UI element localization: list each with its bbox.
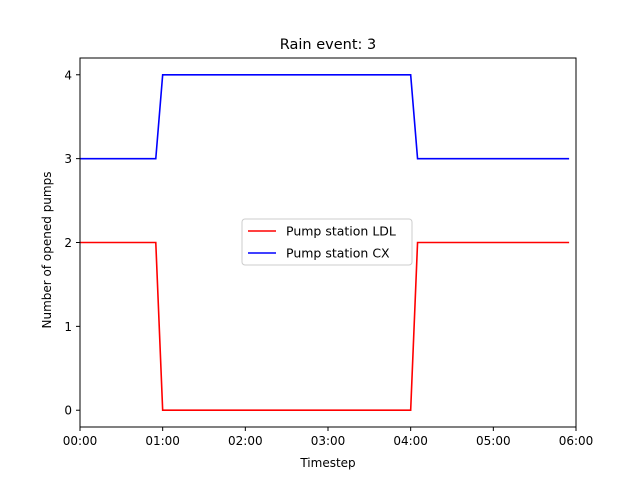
- x-tick-label: 02:00: [228, 434, 263, 448]
- x-axis-label: Timestep: [299, 456, 355, 470]
- y-tick-label: 2: [64, 236, 72, 250]
- y-axis: 0 1 2 3 4: [64, 68, 80, 418]
- y-tick-label: 0: [64, 404, 72, 418]
- y-tick-label: 1: [64, 320, 72, 334]
- x-tick-label: 01:00: [145, 434, 180, 448]
- legend-label-cx: Pump station CX: [286, 246, 390, 261]
- x-tick-label: 03:00: [311, 434, 346, 448]
- series-line-1: [80, 73, 570, 160]
- x-tick-label: 04:00: [393, 434, 428, 448]
- x-tick-label: 05:00: [476, 434, 511, 448]
- series-layer: [80, 73, 570, 412]
- legend-label-ldl: Pump station LDL: [286, 224, 396, 239]
- legend: Pump station LDL Pump station CX: [241, 218, 413, 266]
- series-line-0: [80, 241, 570, 412]
- x-tick-label: 06:00: [559, 434, 594, 448]
- x-tick-label: 00:00: [63, 434, 98, 448]
- legend-box: [241, 218, 413, 266]
- y-tick-label: 3: [64, 152, 72, 166]
- y-axis-label: Number of opened pumps: [40, 172, 54, 329]
- chart-title: Rain event: 3: [280, 37, 377, 53]
- x-axis: 00:00 01:00 02:00 03:00 04:00 05:00 06:00: [63, 427, 594, 448]
- y-tick-label: 4: [64, 68, 72, 82]
